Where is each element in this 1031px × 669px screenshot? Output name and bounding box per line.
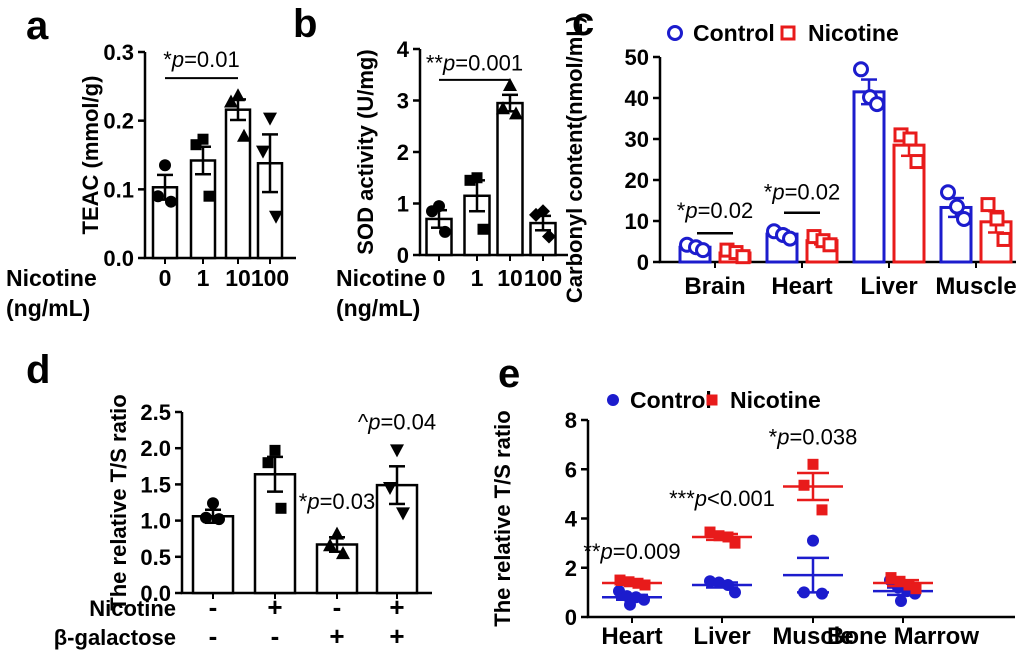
svg-text:50: 50 (625, 45, 649, 70)
bars (151, 88, 284, 264)
svg-text:+: + (329, 621, 344, 651)
panel-a-letter: a (26, 4, 49, 48)
svg-text:0.0: 0.0 (140, 581, 171, 606)
svg-text:Liver: Liver (693, 623, 750, 650)
svg-text:*p=0.01: *p=0.01 (163, 47, 239, 72)
svg-text:0: 0 (397, 243, 409, 268)
svg-text:Bone Marrow: Bone Marrow (827, 623, 979, 650)
scatter-clusters (602, 458, 933, 611)
svg-text:30: 30 (625, 127, 649, 152)
svg-text:6: 6 (565, 457, 577, 482)
svg-text:0.0: 0.0 (103, 246, 134, 271)
svg-text:Nicotine: Nicotine (808, 20, 899, 46)
svg-text:**p=0.001: **p=0.001 (426, 51, 523, 76)
svg-text:The relative T/S ratio: The relative T/S ratio (106, 394, 131, 610)
svg-text:4: 4 (565, 507, 578, 532)
svg-text:Nicotine: Nicotine (730, 387, 821, 413)
svg-text:1: 1 (397, 192, 409, 217)
legend: Control Nicotine (607, 387, 821, 413)
panel-c-chart-carbonyl-grouped-bar: 0 10 20 30 40 50 Carbonyl content(nmol/mL) Cont… (562, 16, 1017, 303)
svg-text:TEAC (mmol/g): TEAC (mmol/g) (78, 76, 103, 235)
svg-text:*p=0.038: *p=0.038 (769, 425, 858, 450)
svg-text:2.5: 2.5 (140, 400, 171, 425)
svg-text:-: - (271, 621, 280, 651)
svg-text:1: 1 (471, 265, 484, 291)
svg-text:Nicotine: Nicotine (336, 265, 427, 291)
svg-text:20: 20 (625, 168, 649, 193)
svg-text:-: - (333, 592, 342, 622)
svg-text:SOD activity (U/mg): SOD activity (U/mg) (353, 49, 378, 254)
svg-text:The relative T/S ratio: The relative T/S ratio (490, 410, 515, 626)
svg-text:1.0: 1.0 (140, 509, 171, 534)
svg-text:+: + (267, 592, 282, 622)
svg-text:0: 0 (637, 250, 649, 275)
svg-text:0.3: 0.3 (103, 40, 134, 65)
svg-text:***p<0.001: ***p<0.001 (669, 486, 775, 511)
svg-text:Liver: Liver (860, 273, 917, 300)
svg-text:Muscle: Muscle (772, 623, 853, 650)
svg-text:Muscle: Muscle (935, 273, 1016, 300)
svg-text:-: - (209, 621, 218, 651)
svg-text:(ng/mL): (ng/mL) (6, 295, 90, 321)
svg-text:*p=0.02: *p=0.02 (764, 179, 840, 204)
svg-text:40: 40 (625, 86, 649, 111)
svg-text:1.5: 1.5 (140, 472, 171, 497)
svg-text:(ng/mL): (ng/mL) (336, 295, 420, 321)
svg-text:0.1: 0.1 (103, 177, 134, 202)
svg-text:-: - (209, 592, 218, 622)
panel-e-letter: e (498, 352, 521, 396)
svg-text:+: + (389, 592, 404, 622)
panel-b-letter: b (293, 2, 318, 46)
svg-text:+: + (389, 621, 404, 651)
svg-text:1: 1 (197, 265, 210, 291)
axes: 0 2 4 6 8 The relative T/S ratio (490, 408, 1015, 630)
svg-text:0: 0 (159, 265, 172, 291)
svg-text:β-galactose: β-galactose (54, 625, 176, 650)
svg-text:2.0: 2.0 (140, 436, 171, 461)
svg-text:Control: Control (630, 387, 712, 413)
axes: 0 1 2 3 4 SOD activity (U/mg) (353, 37, 568, 268)
svg-text:^p=0.04: ^p=0.04 (358, 409, 436, 434)
panel-e-chart-ts-ratio-scatter: 0 2 4 6 8 The relative T/S ratio Control Nicoti… (490, 387, 1015, 650)
svg-text:Control: Control (693, 20, 775, 46)
axes: 0.0 0.5 1.0 1.5 2.0 2.5 The relative T/S ratio (106, 394, 432, 611)
svg-text:0.5: 0.5 (140, 545, 171, 570)
svg-text:*p=0.02: *p=0.02 (677, 198, 753, 223)
svg-text:0: 0 (565, 605, 577, 630)
panel-d-chart-ts-ratio-bar: 0.0 0.5 1.0 1.5 2.0 2.5 The relative T/S ratio… (54, 394, 436, 651)
svg-text:**p=0.009: **p=0.009 (583, 539, 680, 564)
svg-text:8: 8 (565, 408, 577, 433)
bars (191, 444, 419, 599)
svg-text:4: 4 (397, 37, 410, 62)
svg-text:2: 2 (565, 556, 577, 581)
svg-text:0: 0 (433, 265, 446, 291)
svg-text:10: 10 (625, 209, 649, 234)
svg-text:Brain: Brain (684, 273, 745, 300)
panel-d-letter: d (26, 348, 51, 392)
legend: Control Nicotine (667, 20, 899, 46)
svg-text:10: 10 (225, 265, 251, 291)
svg-text:*p=0.03: *p=0.03 (299, 489, 375, 514)
grouped-bars (678, 61, 1013, 265)
svg-text:10: 10 (497, 265, 523, 291)
svg-text:Carbonyl content(nmol/mL): Carbonyl content(nmol/mL) (562, 16, 587, 303)
svg-text:100: 100 (251, 265, 289, 291)
panel-c-letter: c (572, 0, 595, 44)
bars (425, 78, 557, 261)
svg-text:Heart: Heart (771, 273, 832, 300)
svg-text:3: 3 (397, 89, 409, 114)
svg-text:2: 2 (397, 140, 409, 165)
svg-text:100: 100 (524, 265, 562, 291)
svg-text:0.2: 0.2 (103, 109, 134, 134)
svg-text:Heart: Heart (601, 623, 662, 650)
svg-text:Nicotine: Nicotine (6, 265, 97, 291)
svg-text:Nicotine: Nicotine (89, 596, 176, 621)
